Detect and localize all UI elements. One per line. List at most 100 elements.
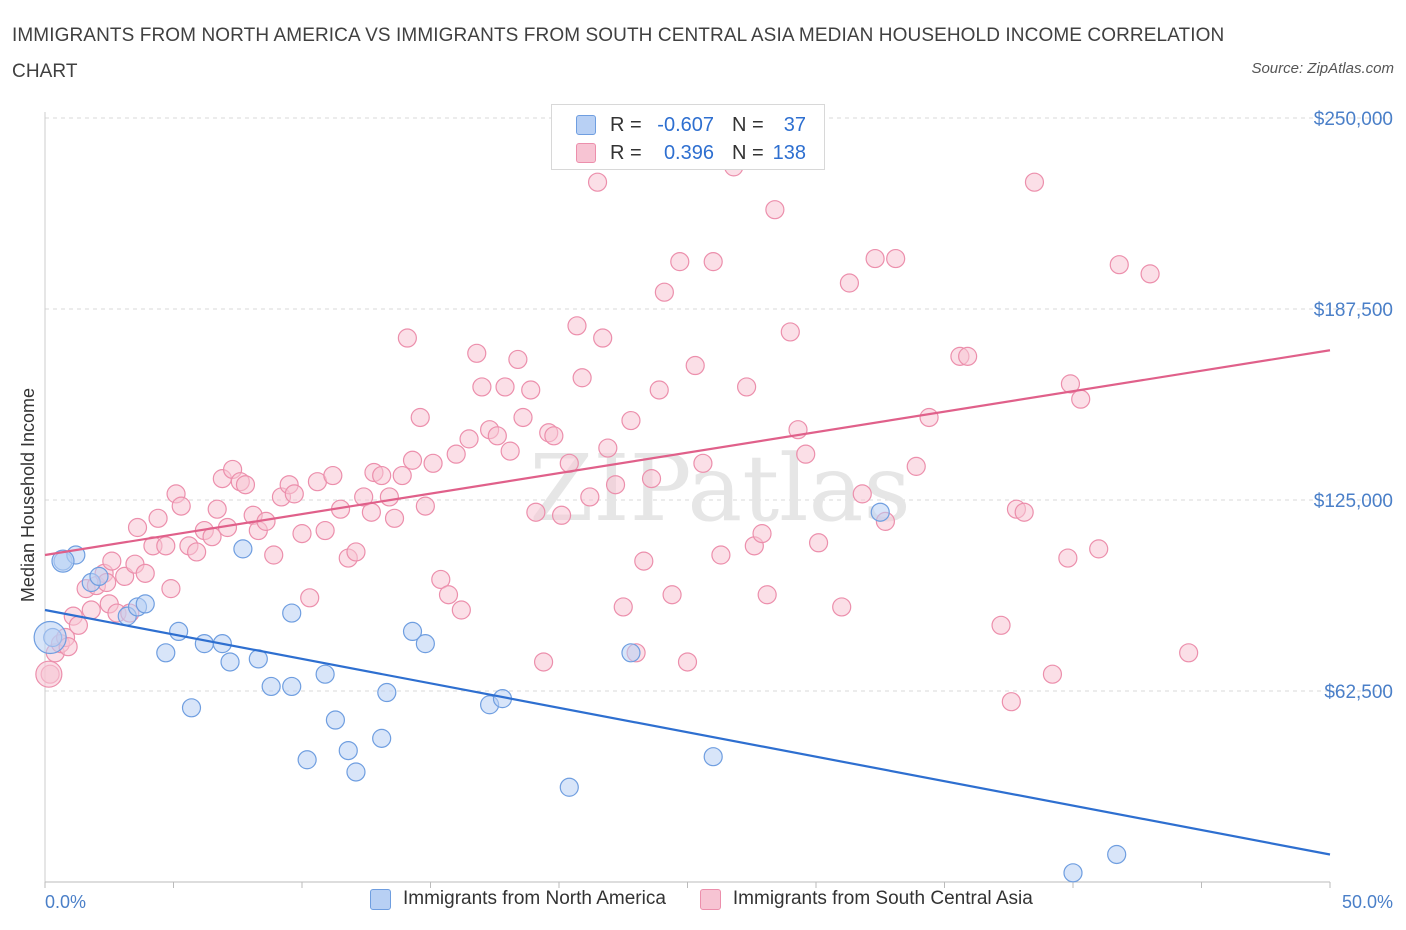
blue-point (135, 594, 155, 614)
pink-point (361, 502, 381, 522)
pink-point (598, 438, 618, 458)
pink-point (1024, 172, 1045, 192)
chart-title: IMMIGRANTS FROM NORTH AMERICA VS IMMIGRA… (12, 25, 1225, 82)
r-value: 0.396 (663, 141, 714, 164)
blue-point (282, 603, 302, 623)
pink-point (446, 444, 466, 464)
pink-point (737, 377, 757, 397)
blue-point (89, 566, 109, 587)
blue-point (220, 652, 240, 672)
pink-point (919, 407, 939, 428)
pink-point (187, 542, 207, 562)
pink-point (35, 660, 63, 688)
pink-point (711, 545, 731, 565)
blue-point (377, 682, 397, 703)
pink-point (808, 533, 829, 553)
blue-trend-line (44, 608, 1331, 856)
blue-point (346, 762, 366, 782)
blue-swatch (576, 115, 596, 135)
blue-swatch (370, 888, 391, 910)
pink-point (156, 536, 176, 556)
pink-point (621, 410, 641, 431)
blue-point (194, 634, 214, 654)
pink-point (906, 456, 926, 476)
y-axis-label: Median Household Income (18, 388, 38, 602)
pink-point (372, 465, 392, 486)
pink-point (379, 487, 399, 507)
pink-point (521, 380, 541, 400)
pink-point (513, 407, 533, 428)
n-value: 37 (783, 113, 806, 136)
pink-point (796, 444, 816, 464)
blue-point (338, 740, 358, 761)
pink-point (839, 273, 860, 293)
pink-point (572, 368, 592, 388)
pink-point (613, 597, 633, 617)
pink-point (587, 172, 608, 192)
pink-point (384, 508, 405, 528)
pink-point (685, 355, 705, 376)
pink-point (670, 252, 690, 272)
pink-point (605, 475, 626, 495)
pink-point (677, 652, 698, 672)
pink-point (693, 453, 713, 473)
blue-point (261, 676, 281, 697)
pink-point (757, 585, 777, 605)
pink-point (415, 496, 435, 516)
n-label: N = (732, 141, 764, 164)
pink-point (451, 600, 471, 620)
pink-point (171, 496, 191, 516)
pink-point (148, 508, 168, 528)
blue-point (282, 676, 302, 697)
pink-point (654, 282, 674, 302)
pink-point (508, 349, 528, 370)
y-tick-label: $62,500 (1324, 682, 1393, 703)
pink-point (526, 502, 546, 522)
pink-point (1140, 264, 1160, 284)
blue-point (297, 750, 317, 770)
x-tick-label: 50.0% (1342, 892, 1393, 912)
trend-lines (44, 349, 1331, 856)
blue-point (325, 710, 346, 730)
x-tick-label: 0.0% (45, 892, 86, 912)
pink-point (127, 517, 148, 538)
pink-point (423, 453, 443, 473)
pink-point (1179, 643, 1199, 663)
pink-point (300, 588, 320, 608)
pink-point (1001, 692, 1021, 712)
pink-point (567, 316, 587, 336)
pink-point (832, 597, 852, 617)
y-tick-label: $125,000 (1314, 491, 1393, 512)
legend-label: Immigrants from South Central Asia (732, 888, 1033, 909)
legend-row-pink: R = 0.396 N = 138 (576, 138, 806, 168)
pink-point (346, 542, 366, 562)
pink-point (852, 484, 872, 504)
pink-point (1089, 539, 1109, 559)
pink-point (284, 484, 304, 504)
blue-point (402, 621, 423, 642)
pink-point (1042, 664, 1063, 684)
pink-point (780, 322, 800, 342)
pink-point (765, 200, 785, 220)
pink-point (533, 652, 554, 672)
blue-point (703, 747, 723, 767)
pink-point (1071, 389, 1091, 409)
pink-point (580, 487, 600, 507)
y-tick-label: $250,000 (1314, 109, 1393, 130)
pink-point (264, 545, 284, 565)
pink-point (135, 563, 155, 583)
n-label: N = (732, 113, 764, 136)
blue-point (33, 620, 67, 655)
pink-point (752, 524, 772, 544)
pink-point (315, 520, 335, 541)
blue-point (181, 698, 202, 718)
n-value: 138 (772, 141, 806, 164)
pink-point (81, 600, 101, 620)
pink-point (703, 252, 723, 272)
pink-point (161, 579, 181, 599)
pink-point (991, 615, 1011, 635)
blue-point (51, 549, 75, 573)
pink-point (551, 505, 572, 525)
pink-point (392, 465, 412, 486)
stats-legend: R = -0.607 N = 37 R = 0.396 N = 138 (551, 104, 825, 170)
